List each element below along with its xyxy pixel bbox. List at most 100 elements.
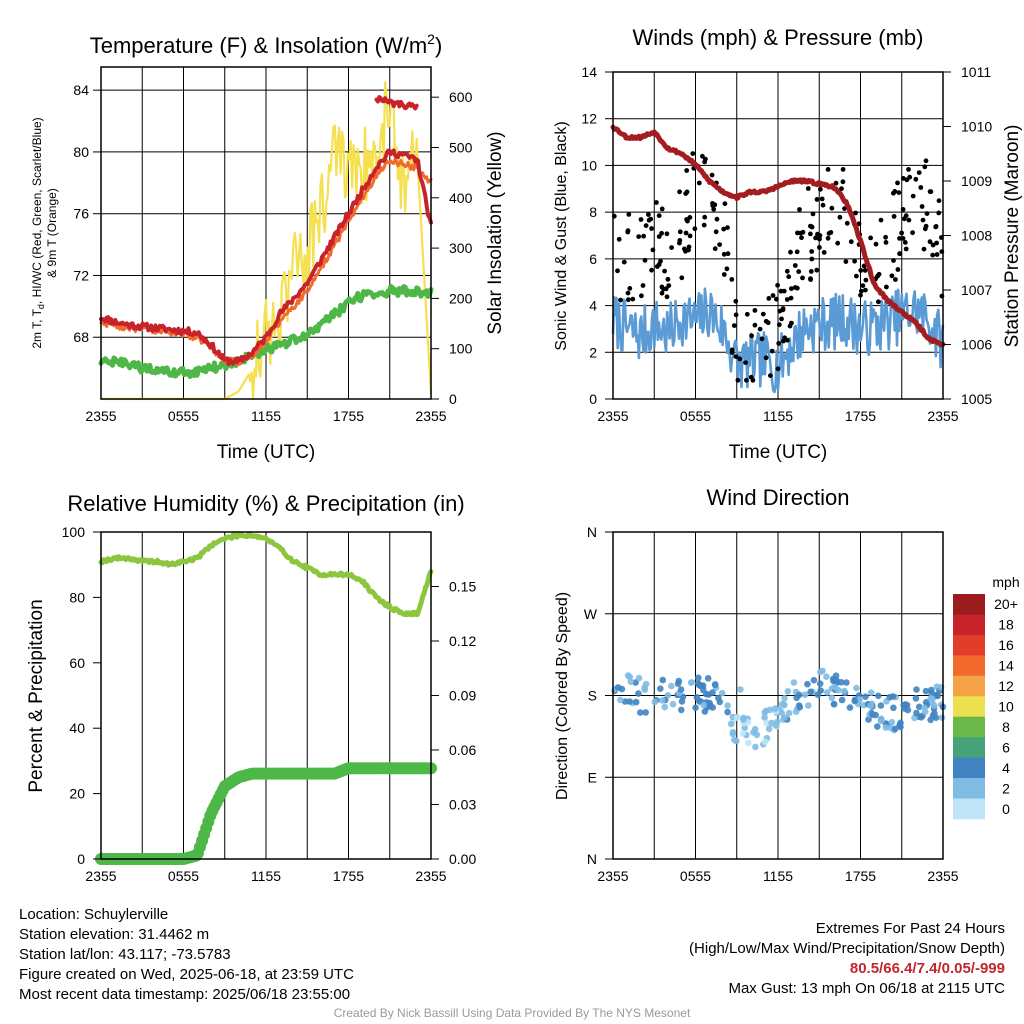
direction-point	[661, 703, 669, 711]
direction-point	[922, 687, 930, 695]
gust-point	[814, 197, 820, 202]
gust-point	[654, 200, 659, 205]
extremes-legend: (High/Low/Max Wind/Precipitation/Snow De…	[689, 940, 1005, 957]
direction-point	[771, 705, 779, 712]
gust-point	[683, 191, 689, 196]
direction-point	[838, 696, 846, 704]
direction-point	[716, 698, 724, 706]
direction-point	[711, 681, 719, 689]
gust-point	[927, 239, 933, 245]
direction-point	[897, 719, 904, 727]
y-tick-label: 20	[69, 786, 85, 802]
colorbar-label: 6	[1002, 739, 1010, 755]
gust-point	[800, 275, 805, 281]
gust-point	[787, 323, 793, 329]
direction-point	[828, 694, 836, 702]
gust-point	[659, 284, 665, 290]
colorbar-swatch	[953, 614, 985, 636]
gust-point	[763, 355, 769, 361]
colorbar-label: 0	[1002, 801, 1010, 817]
extremes-info: Extremes For Past 24 Hours (High/Low/Max…	[689, 919, 1005, 999]
temperature-ylabel-line2: & 9m T (Orange)	[45, 188, 59, 278]
gust-point	[906, 167, 911, 172]
gust-point	[690, 151, 696, 157]
direction-point	[891, 725, 899, 733]
colorbar-label: 12	[998, 678, 1014, 694]
pressure-line	[610, 124, 946, 348]
x-tick-label: 1755	[845, 868, 876, 884]
gust-point	[833, 180, 839, 186]
direction-point	[889, 693, 897, 700]
gust-point	[809, 224, 815, 230]
created-text: Figure created on Wed, 2025-06-18, at 23…	[19, 966, 354, 983]
gust-point	[733, 298, 739, 304]
gust-point	[896, 190, 902, 196]
gust-point	[702, 214, 708, 220]
direction-point	[862, 693, 869, 700]
gust-point	[934, 252, 940, 257]
colorbar-swatch	[953, 716, 985, 738]
gust-point	[682, 246, 687, 252]
direction-point	[853, 684, 860, 692]
direction-point	[739, 730, 747, 737]
direction-point	[658, 697, 666, 704]
gust-point	[797, 207, 802, 212]
gust-point	[664, 231, 670, 237]
gust-point	[794, 249, 800, 255]
direction-point	[626, 698, 633, 705]
direction-point	[814, 691, 822, 698]
gust-point	[683, 230, 689, 236]
gust-point	[630, 296, 636, 302]
direction-ylabel: Direction (Colored By Speed)	[554, 592, 571, 800]
direction-point	[823, 673, 830, 680]
gust-point	[868, 235, 873, 241]
gust-point	[920, 217, 926, 223]
gust-point	[641, 233, 646, 239]
gust-point	[819, 196, 825, 202]
direction-point	[801, 691, 809, 698]
gust-point	[659, 206, 665, 212]
gust-point	[835, 240, 841, 246]
direction-point	[765, 725, 773, 733]
direction-point	[706, 702, 714, 709]
direction-point	[677, 686, 685, 693]
y-tick-label: 10	[581, 157, 597, 173]
gust-point	[895, 267, 901, 272]
direction-point	[642, 709, 649, 716]
gust-point	[721, 226, 727, 232]
y2-tick-label: 1006	[961, 337, 992, 353]
insolation-ylabel: Solar Insolation (Yellow)	[485, 131, 506, 334]
gust-point	[722, 201, 728, 207]
gust-point	[906, 217, 912, 223]
direction-title: Wind Direction	[706, 485, 849, 510]
colorbar-label: 8	[1002, 719, 1010, 735]
y-tick-label: 4	[589, 298, 597, 314]
colorbar-title: mph	[992, 574, 1019, 590]
direction-point	[698, 682, 705, 689]
max-gust-text: Max Gust: 13 mph On 06/18 at 2115 UTC	[728, 980, 1005, 997]
gust-point	[733, 354, 739, 359]
gust-point	[775, 366, 781, 372]
gust-point	[792, 263, 798, 268]
temperature-ylabel-line1: 2m T, Td, HI/WC (Red, Green, Scarlet/Blu…	[30, 117, 46, 348]
direction-panel: Wind Direction 2355 0555 1155 1755 2355NESWN…	[554, 485, 1020, 884]
gust-point	[924, 211, 930, 217]
gust-point	[643, 223, 649, 229]
gust-point	[750, 377, 756, 383]
gust-point	[897, 236, 902, 241]
gust-point	[721, 251, 727, 257]
direction-point	[674, 680, 682, 687]
direction-point	[816, 680, 824, 687]
gust-point	[625, 290, 631, 296]
colorbar-label: 18	[998, 617, 1014, 633]
y-tick-label: N	[587, 851, 597, 867]
station-info: Location: Schuylerville Station elevatio…	[19, 905, 354, 1005]
humidity-title: Relative Humidity (%) & Precipitation (i…	[67, 491, 464, 516]
direction-point	[729, 728, 737, 736]
gust-point	[659, 290, 665, 296]
gust-point	[713, 229, 719, 235]
winds-panel: Winds (mph) & Pressure (mb) 2355 0555 1155…	[553, 25, 1023, 463]
colorbar-label: 20+	[994, 596, 1018, 612]
y-tick-label: 80	[69, 589, 85, 605]
gust-point	[636, 234, 642, 240]
